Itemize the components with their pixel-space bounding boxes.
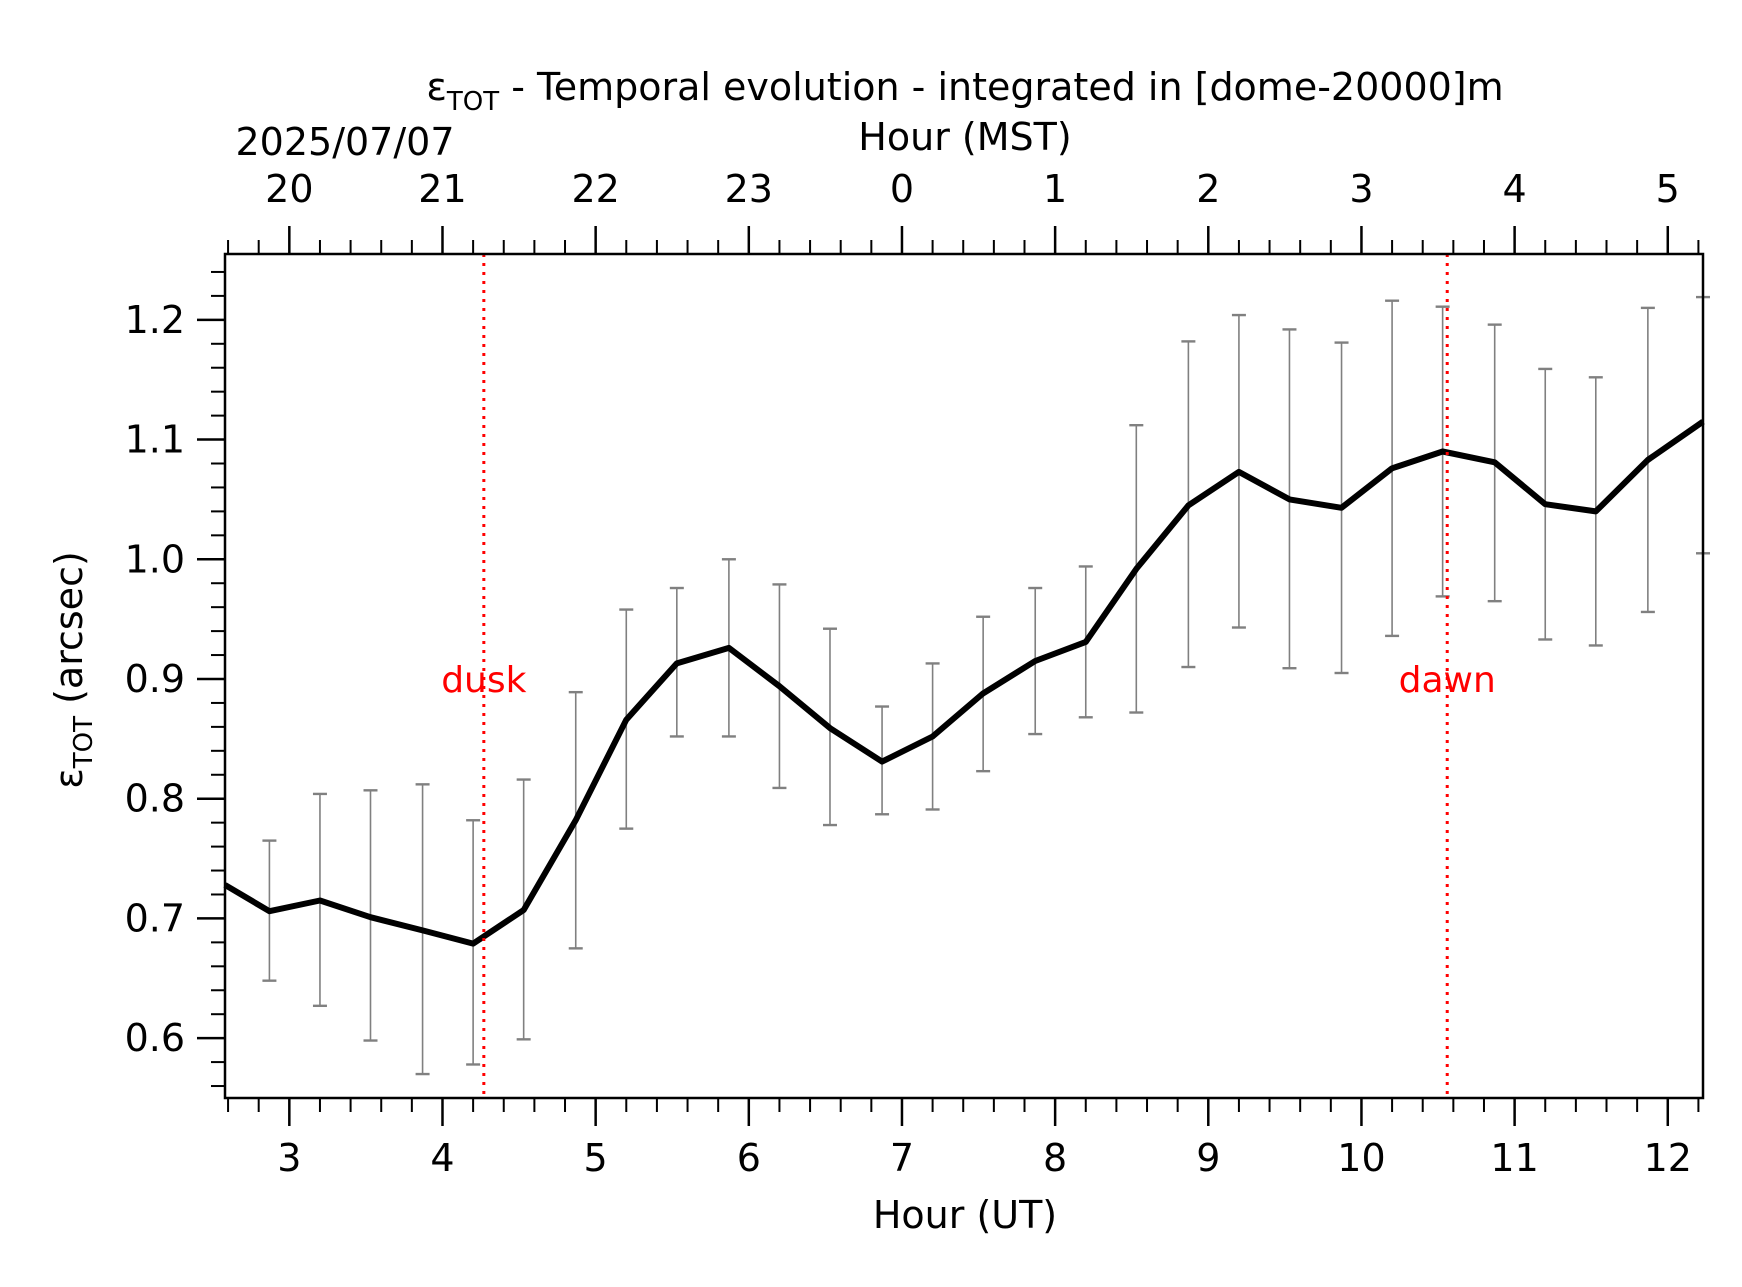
date-label: 2025/07/07 <box>235 120 454 164</box>
chart-title: εTOT - Temporal evolution - integrated i… <box>426 65 1503 117</box>
top-tick-label: 22 <box>571 167 619 211</box>
x-tick-label: 9 <box>1196 1136 1220 1180</box>
y-tick-label: 0.7 <box>125 896 185 940</box>
x-tick-label: 7 <box>890 1136 914 1180</box>
x-tick-label: 4 <box>430 1136 454 1180</box>
y-axis-label: εTOT (arcsec) <box>47 551 99 789</box>
marker-label: dusk <box>441 660 526 701</box>
x-tick-label: 6 <box>737 1136 761 1180</box>
y-tick-label: 1.2 <box>125 298 185 342</box>
top-tick-label: 5 <box>1656 167 1680 211</box>
x-tick-label: 11 <box>1490 1136 1538 1180</box>
x-tick-label: 10 <box>1337 1136 1385 1180</box>
y-tick-label: 1.1 <box>125 418 185 462</box>
x-tick-label: 3 <box>277 1136 301 1180</box>
top-tick-label: 4 <box>1503 167 1527 211</box>
y-tick-label: 0.8 <box>125 777 185 821</box>
x-tick-label: 5 <box>584 1136 608 1180</box>
y-tick-label: 1.0 <box>125 537 185 581</box>
y-tick-label: 0.6 <box>125 1016 185 1060</box>
top-tick-label: 21 <box>418 167 466 211</box>
y-axis-label-rest: (arcsec) <box>47 551 91 716</box>
chart-title-rest: - Temporal evolution - integrated in [do… <box>499 65 1504 109</box>
marker-label: dawn <box>1399 660 1496 701</box>
top-tick-label: 0 <box>890 167 914 211</box>
y-axis-label-symbol: ε <box>47 768 91 789</box>
top-tick-label: 1 <box>1043 167 1067 211</box>
chart-title-subscript: TOT <box>446 87 499 117</box>
y-tick-label: 0.9 <box>125 657 185 701</box>
top-axis-label: Hour (MST) <box>858 115 1071 159</box>
top-tick-label: 2 <box>1196 167 1220 211</box>
top-tick-label: 23 <box>725 167 773 211</box>
y-axis-label-subscript: TOT <box>69 716 99 769</box>
x-tick-label: 12 <box>1644 1136 1692 1180</box>
top-tick-label: 20 <box>265 167 313 211</box>
chart-title-symbol: ε <box>426 65 447 109</box>
top-tick-label: 3 <box>1349 167 1373 211</box>
x-axis-label: Hour (UT) <box>873 1193 1057 1237</box>
x-tick-label: 8 <box>1043 1136 1067 1180</box>
